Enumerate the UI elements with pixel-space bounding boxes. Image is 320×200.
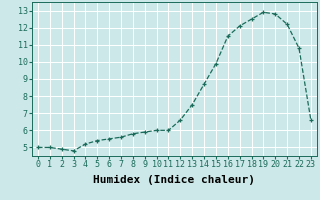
X-axis label: Humidex (Indice chaleur): Humidex (Indice chaleur) (93, 175, 255, 185)
